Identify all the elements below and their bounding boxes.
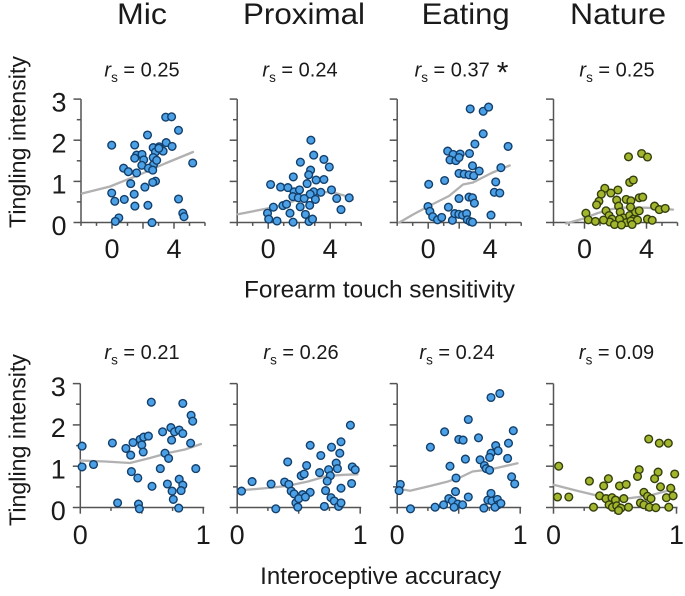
svg-text:rs = 0.37*: rs = 0.37 *	[415, 57, 509, 90]
svg-text:rs = 0.26: rs = 0.26	[263, 342, 338, 368]
svg-text:Mic: Mic	[117, 0, 167, 31]
svg-text:rs = 0.25: rs = 0.25	[104, 60, 179, 86]
svg-text:0: 0	[73, 520, 88, 550]
svg-text:1: 1	[51, 170, 66, 200]
svg-text:0: 0	[230, 520, 245, 550]
svg-text:Proximal: Proximal	[243, 0, 365, 31]
svg-text:Interoceptive accuracy: Interoceptive accuracy	[260, 563, 501, 590]
svg-text:1: 1	[196, 520, 211, 550]
svg-text:1: 1	[51, 455, 66, 485]
svg-text:2: 2	[51, 413, 66, 443]
svg-text:rs = 0.21: rs = 0.21	[104, 342, 179, 368]
svg-text:3: 3	[51, 372, 66, 402]
svg-text:Tingling intensity: Tingling intensity	[5, 354, 31, 526]
svg-text:0: 0	[390, 520, 405, 550]
svg-text:1: 1	[513, 520, 528, 550]
svg-text:0: 0	[51, 211, 66, 241]
svg-text:rs = 0.09: rs = 0.09	[579, 342, 654, 368]
svg-text:Tingling intensity: Tingling intensity	[5, 56, 31, 228]
svg-text:0: 0	[421, 234, 436, 264]
svg-text:0: 0	[104, 234, 119, 264]
svg-text:0: 0	[546, 520, 561, 550]
svg-text:0: 0	[51, 496, 66, 526]
svg-text:1: 1	[353, 520, 368, 550]
svg-text:rs = 0.24: rs = 0.24	[419, 342, 494, 368]
svg-text:1: 1	[669, 520, 684, 550]
svg-text:0: 0	[577, 234, 592, 264]
svg-text:0: 0	[261, 234, 276, 264]
svg-text:4: 4	[639, 234, 654, 264]
svg-text:4: 4	[483, 234, 498, 264]
svg-text:4: 4	[166, 234, 181, 264]
svg-text:3: 3	[51, 87, 66, 117]
svg-text:rs = 0.24: rs = 0.24	[262, 60, 337, 86]
svg-text:Eating: Eating	[422, 0, 510, 31]
svg-text:rs = 0.25: rs = 0.25	[579, 60, 654, 86]
svg-text:2: 2	[51, 129, 66, 159]
svg-text:Nature: Nature	[570, 0, 666, 31]
svg-text:4: 4	[323, 234, 338, 264]
svg-text:Forearm touch sensitivity: Forearm touch sensitivity	[244, 277, 515, 304]
